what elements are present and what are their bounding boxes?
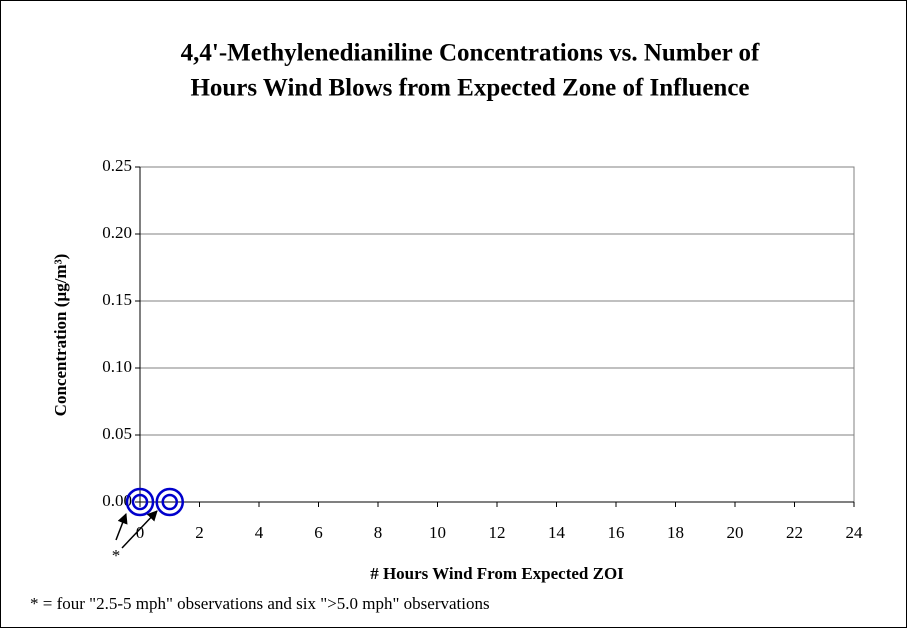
x-tick-label: 16 — [608, 523, 625, 542]
point-inner — [161, 493, 178, 511]
y-tick-label: 0.15 — [102, 290, 132, 309]
y-tick-label: 0.25 — [102, 156, 132, 175]
x-tick-label: 12 — [489, 523, 506, 542]
x-tick-label: 24 — [846, 523, 864, 542]
chart-title: 4,4'-Methylenedianiline Concentrations v… — [181, 40, 760, 67]
x-tick-label: 6 — [314, 523, 323, 542]
x-tick-label: 10 — [429, 523, 446, 542]
x-tick-label: 8 — [374, 523, 383, 542]
annotation: * — [112, 546, 121, 565]
x-tick-label: 2 — [195, 523, 204, 542]
x-tick-label: 0 — [136, 523, 145, 542]
y-tick-label: 0.20 — [102, 223, 132, 242]
x-tick-label: 22 — [786, 523, 803, 542]
y-axis-label: Concentration (µg/m³) — [51, 254, 70, 417]
point — [125, 487, 155, 517]
point-inner — [131, 493, 149, 511]
x-axis-label: # Hours Wind From Expected ZOI — [370, 564, 624, 583]
y-tick-label: 0.05 — [102, 424, 132, 443]
arrow — [115, 513, 128, 541]
y-tick-label: 0.00 — [102, 491, 132, 510]
plot-area — [139, 166, 855, 503]
point — [155, 487, 184, 517]
chart-title: Hours Wind Blows from Expected Zone of I… — [190, 75, 749, 102]
x-tick-label: 18 — [667, 523, 684, 542]
x-tick-label: 20 — [727, 523, 744, 542]
x-tick-label: 4 — [255, 523, 264, 542]
y-tick-label: 0.10 — [102, 357, 132, 376]
x-tick-label: 14 — [548, 523, 566, 542]
arrow — [121, 510, 158, 549]
footnote: * = four "2.5-5 mph" observations and si… — [30, 594, 490, 613]
